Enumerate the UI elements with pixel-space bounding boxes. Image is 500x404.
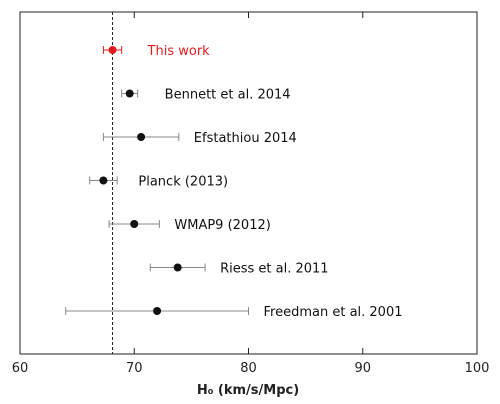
data-point-label: This work <box>147 44 211 59</box>
data-point-label: Bennett et al. 2014 <box>165 88 291 103</box>
data-point-marker <box>173 263 182 272</box>
data-point-marker <box>153 307 162 315</box>
data-point-marker <box>137 133 146 141</box>
x-tick-label: 80 <box>240 361 257 376</box>
data-points: This work Bennett et al. 2014 Efstathiou 2… <box>65 44 403 320</box>
data-point-label: WMAP9 (2012) <box>174 218 270 233</box>
data-point-label: Planck (2013) <box>138 175 228 190</box>
x-tick-label: 100 <box>465 361 490 376</box>
data-point-group: WMAP9 (2012) <box>108 218 271 233</box>
data-point-marker <box>125 89 134 98</box>
data-point-marker <box>108 46 117 54</box>
x-tick-label: 90 <box>354 361 371 376</box>
data-point-group: Freedman et al. 2001 <box>65 305 403 320</box>
plot-frame <box>19 11 478 355</box>
data-point-group: Riess et al. 2011 <box>149 262 329 277</box>
x-tick-label: 60 <box>12 361 29 376</box>
data-point-group: Planck (2013) <box>89 175 228 190</box>
data-point-label: Riess et al. 2011 <box>220 262 328 277</box>
x-tick-label: 70 <box>126 361 143 376</box>
data-point-marker <box>130 220 139 228</box>
data-point-group: This work <box>102 44 211 59</box>
data-point-label: Efstathiou 2014 <box>194 131 297 146</box>
data-point-marker <box>99 176 108 185</box>
data-point-group: Efstathiou 2014 <box>102 131 297 146</box>
data-point-group: Bennett et al. 2014 <box>121 88 291 103</box>
x-axis-title: H₀ (km/s/Mpc) <box>197 383 299 398</box>
data-point-label: Freedman et al. 2001 <box>264 305 403 320</box>
x-axis-ticks: 60 70 80 90 100 <box>12 12 490 376</box>
